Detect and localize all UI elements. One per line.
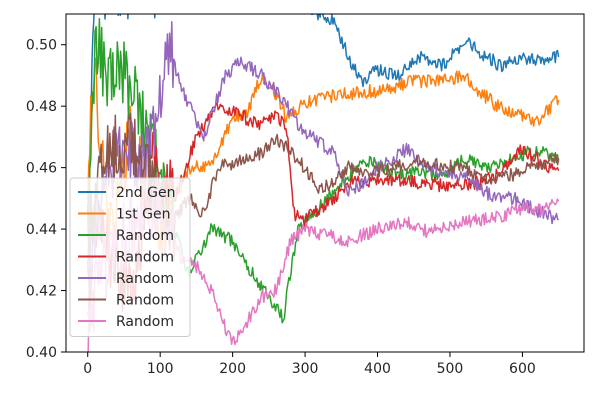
series-line-5 [86,20,560,317]
legend-label: 2nd Gen [116,185,175,201]
legend-box [69,177,191,337]
y-tick-label: 0.42 [26,284,57,300]
legend-label: Random [116,228,174,244]
legend-label: Random [116,271,174,287]
x-tick-label: 500 [437,361,464,377]
y-axis: 0.40 0.42 0.44 0.46 0.48 0.50 [26,38,66,361]
x-tick-label: 600 [509,361,536,377]
x-tick-label: 100 [147,361,174,377]
x-tick-label: 0 [83,361,92,377]
legend-label: Random [116,250,174,266]
y-tick-label: 0.40 [26,345,57,361]
legend-label: 1st Gen [116,207,170,223]
y-tick-label: 0.48 [26,99,57,115]
x-axis: 0 100 200 300 400 500 600 [83,352,536,377]
x-tick-label: 400 [364,361,391,377]
legend-label: Random [116,293,174,309]
x-tick-label: 200 [219,361,246,377]
y-tick-label: 0.46 [26,161,57,177]
x-tick-label: 300 [292,361,319,377]
legend: 2nd Gen 1st Gen Random Random Random Random Ra… [69,177,191,337]
legend-label: Random [116,314,174,330]
plot-frame [65,13,585,353]
y-tick-label: 0.44 [26,222,57,238]
y-tick-label: 0.50 [26,38,57,54]
